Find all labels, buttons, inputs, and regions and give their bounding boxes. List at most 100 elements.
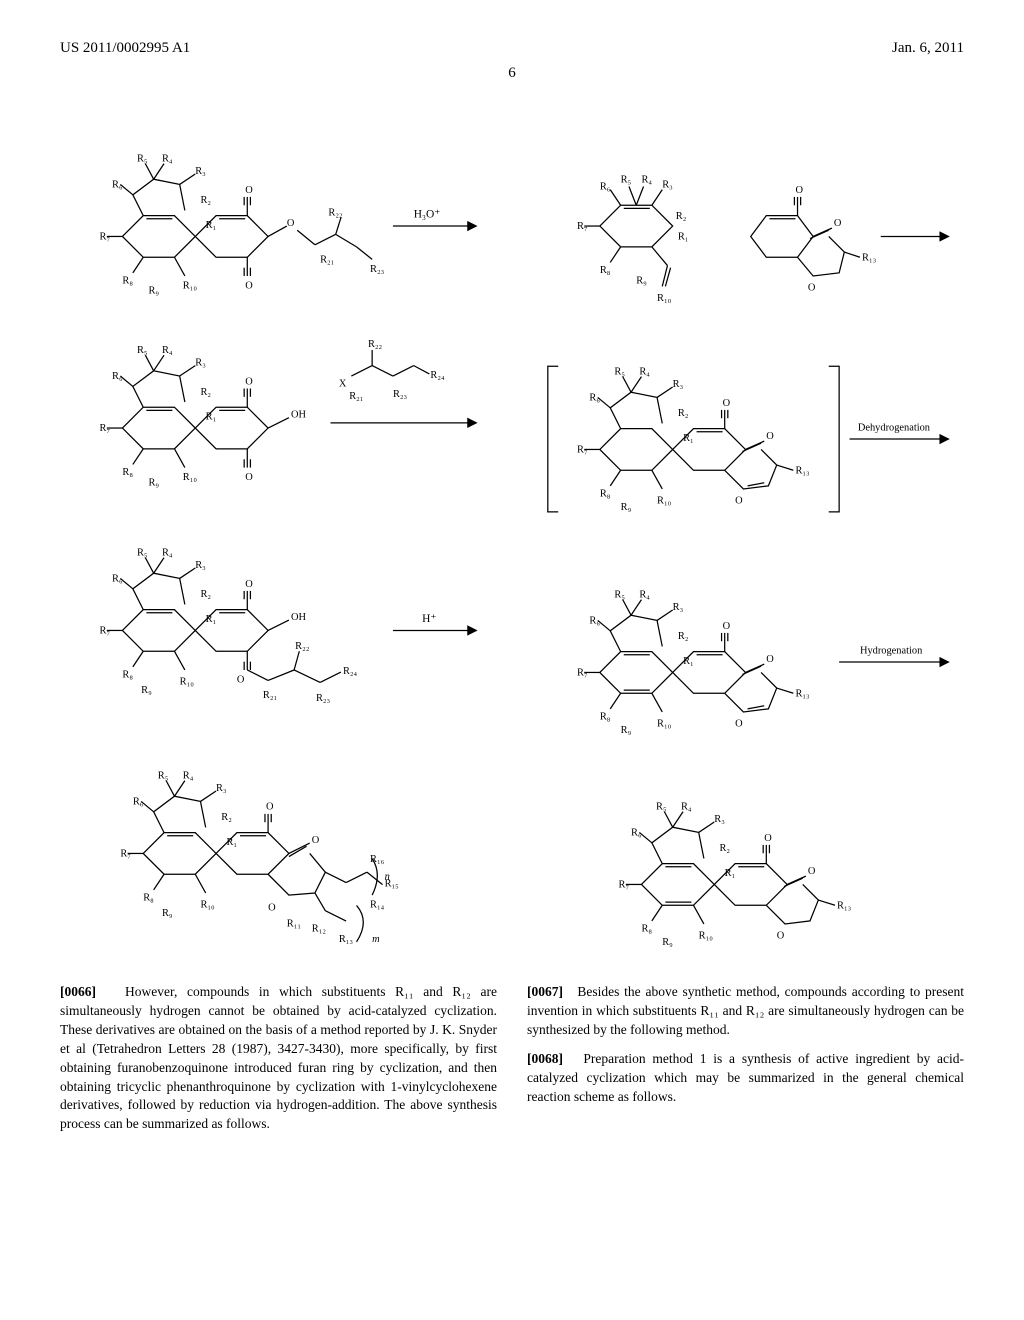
scheme-right-structure-4: R₇ R₆ R₅ R₄ R₃ R₂ R₁ R₈ R₉ R₁₀ O O O R₁₃ — [527, 770, 964, 973]
svg-text:R₁: R₁ — [226, 837, 237, 848]
svg-text:Hydrogenation: Hydrogenation — [860, 646, 923, 657]
svg-text:m: m — [372, 934, 380, 945]
svg-text:R₅: R₅ — [656, 802, 667, 813]
svg-text:OH: OH — [291, 612, 307, 623]
svg-text:R₈: R₈ — [600, 265, 611, 276]
svg-text:R₇: R₇ — [120, 849, 131, 860]
svg-text:R₂₁: R₂₁ — [263, 690, 277, 701]
svg-text:R₂: R₂ — [719, 844, 730, 855]
svg-text:R₆: R₆ — [112, 180, 123, 191]
paragraph-0066: [0066] However, compounds in which subst… — [60, 983, 497, 1134]
svg-text:R₄: R₄ — [162, 154, 173, 165]
svg-text:R₃: R₃ — [662, 180, 673, 191]
svg-text:R₉: R₉ — [662, 937, 673, 948]
svg-text:R₁₀: R₁₀ — [180, 677, 195, 688]
para-number: [0068] — [527, 1051, 563, 1066]
svg-text:R₂: R₂ — [676, 211, 687, 222]
svg-text:O: O — [312, 835, 320, 846]
svg-text:R₁: R₁ — [683, 656, 694, 667]
svg-text:R₂₃: R₂₃ — [370, 264, 385, 275]
svg-text:R₈: R₈ — [122, 467, 133, 478]
svg-text:R₅: R₅ — [137, 548, 148, 559]
svg-text:R₆: R₆ — [112, 371, 123, 382]
svg-text:R₃: R₃ — [673, 602, 684, 613]
svg-text:R₁: R₁ — [206, 614, 217, 625]
svg-text:O: O — [808, 283, 816, 294]
svg-text:R₅: R₅ — [614, 589, 625, 600]
svg-text:R₁₀: R₁₀ — [657, 293, 672, 304]
svg-text:R₁₀: R₁₀ — [699, 931, 714, 942]
svg-text:R₁₀: R₁₀ — [183, 472, 198, 483]
scheme-left-structure-3: R₇ R₆ R₅ R₄ R₃ R₂ R₁ R₈ R₉ R₁₀ O O OH R₂… — [60, 516, 497, 729]
svg-text:O: O — [245, 280, 253, 291]
svg-text:R₇: R₇ — [577, 444, 588, 455]
svg-text:R₂: R₂ — [200, 589, 211, 600]
svg-text:R₄: R₄ — [162, 548, 173, 559]
structure-svg: R₇ R₆ R₅ R₄ R₃ R₂ R₁ R₈ R₉ R₁₀ O O O R₁₃ — [527, 122, 964, 320]
svg-text:O: O — [245, 377, 253, 388]
svg-text:R₈: R₈ — [122, 669, 133, 680]
svg-text:R₅: R₅ — [137, 154, 148, 165]
svg-text:n: n — [385, 872, 390, 883]
svg-text:R₄: R₄ — [639, 589, 650, 600]
svg-text:O: O — [764, 833, 772, 844]
svg-text:O: O — [766, 431, 774, 442]
svg-text:O: O — [245, 472, 253, 483]
structure-svg: R₇ R₆ R₅ R₄ R₃ R₂ R₁ R₈ R₉ R₁₀ O O O R₁₃… — [527, 558, 964, 756]
svg-text:R₂: R₂ — [200, 387, 211, 398]
reagent-label: H₃O⁺ — [414, 209, 441, 221]
svg-text:O: O — [777, 931, 785, 942]
svg-text:R₉: R₉ — [162, 908, 173, 919]
svg-text:R₆: R₆ — [589, 392, 600, 403]
svg-text:R₄: R₄ — [162, 345, 173, 356]
svg-text:R₇: R₇ — [100, 232, 111, 243]
scheme-right-structure-1: R₇ R₆ R₅ R₄ R₃ R₂ R₁ R₈ R₉ R₁₀ O O O R₁₃ — [527, 122, 964, 325]
svg-text:O: O — [723, 621, 731, 632]
svg-text:R₉: R₉ — [148, 478, 159, 489]
para-number: [0067] — [527, 984, 563, 999]
svg-text:R₁: R₁ — [206, 412, 217, 423]
svg-text:R₃: R₃ — [195, 358, 206, 369]
svg-text:R₂₃: R₂₃ — [393, 389, 408, 400]
svg-text:R₁₃: R₁₃ — [837, 901, 852, 912]
svg-text:R₈: R₈ — [600, 711, 611, 722]
publication-date: Jan. 6, 2011 — [892, 40, 964, 57]
svg-text:R₅: R₅ — [137, 345, 148, 356]
svg-text:R₃: R₃ — [714, 814, 725, 825]
svg-text:R₁: R₁ — [678, 232, 689, 243]
structure-svg: R₇ R₆ R₅ R₄ R₃ R₂ R₁ R₈ R₉ R₁₀ O O O R₁₃… — [527, 335, 964, 543]
svg-text:R₂₄: R₂₄ — [343, 666, 358, 677]
svg-text:O: O — [735, 718, 743, 729]
svg-text:R₅: R₅ — [621, 174, 632, 185]
svg-text:O: O — [795, 185, 803, 196]
svg-text:R₂: R₂ — [221, 812, 232, 823]
svg-text:R₁₀: R₁₀ — [200, 900, 215, 911]
svg-text:R₇: R₇ — [100, 423, 111, 434]
svg-text:O: O — [268, 903, 276, 914]
svg-text:R₆: R₆ — [631, 828, 642, 839]
svg-text:O: O — [266, 802, 274, 813]
svg-text:H⁺: H⁺ — [422, 613, 436, 625]
svg-text:R₁₀: R₁₀ — [657, 495, 672, 506]
svg-text:R₂₂: R₂₂ — [368, 339, 383, 350]
svg-text:R₇: R₇ — [577, 221, 588, 232]
svg-text:R₉: R₉ — [621, 501, 632, 512]
para-text: However, compounds in which substituents… — [60, 984, 497, 1131]
svg-text:O: O — [245, 579, 253, 590]
structure-svg: R₇ R₆ R₅ R₄ R₃ R₂ R₁ R₈ R₉ R₁₀ O O OH X … — [60, 324, 497, 501]
svg-text:R₂₁: R₂₁ — [320, 254, 334, 265]
svg-text:O: O — [834, 218, 842, 229]
svg-text:R₂₂: R₂₂ — [328, 208, 343, 219]
svg-text:R₂₁: R₂₁ — [349, 391, 363, 402]
svg-text:R₂: R₂ — [678, 408, 689, 419]
svg-text:R₈: R₈ — [600, 488, 611, 499]
svg-text:R₁: R₁ — [683, 433, 694, 444]
svg-text:O: O — [287, 218, 295, 229]
svg-text:O: O — [245, 185, 253, 196]
structure-svg: R₇ R₆ R₅ R₄ R₃ R₂ R₁ R₈ R₉ R₁₀ O O OH R₂… — [60, 516, 497, 724]
scheme-right-structure-2: R₇ R₆ R₅ R₄ R₃ R₂ R₁ R₈ R₉ R₁₀ O O O R₁₃… — [527, 335, 964, 548]
svg-text:R₃: R₃ — [216, 783, 227, 794]
svg-text:OH: OH — [291, 410, 307, 421]
svg-text:R₂: R₂ — [678, 631, 689, 642]
svg-text:O: O — [723, 397, 731, 408]
